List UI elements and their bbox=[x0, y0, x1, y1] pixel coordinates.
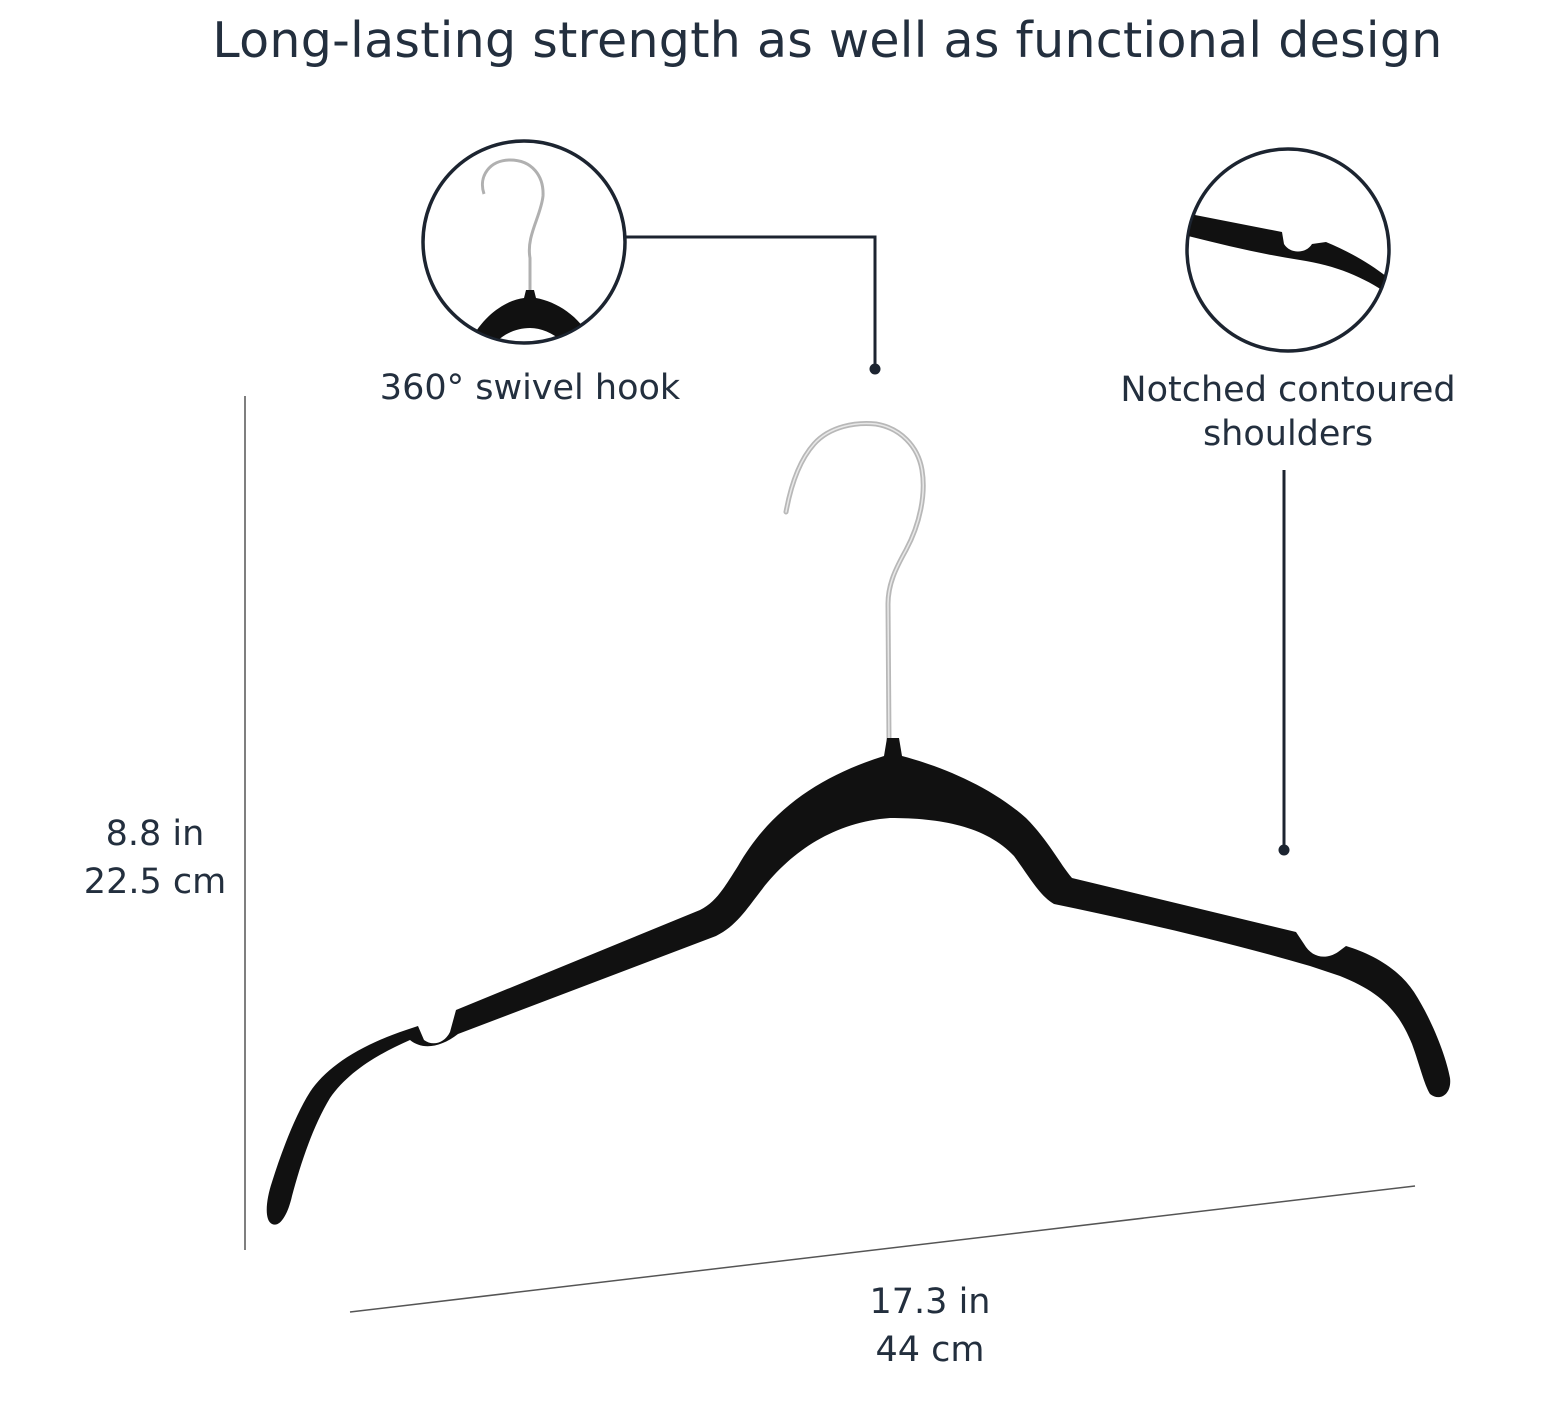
shoulder-leader-line bbox=[1278, 470, 1290, 856]
notched-shoulders-label-line2: shoulders bbox=[1202, 414, 1374, 454]
notched-shoulders-label-line1: Notched contoured bbox=[1120, 370, 1456, 410]
hanger-body bbox=[266, 738, 1451, 1225]
width-dimension-label: 17.3 in 44 cm bbox=[830, 1278, 1030, 1374]
width-imperial: 17.3 in bbox=[869, 1282, 991, 1322]
notched-shoulders-label: Notched contoured shoulders bbox=[1108, 368, 1468, 456]
height-dimension-label: 8.8 in 22.5 cm bbox=[60, 810, 250, 906]
notched-shoulder-detail-icon bbox=[1185, 147, 1391, 353]
width-dimension-line bbox=[349, 1185, 1416, 1313]
swivel-hook-label: 360° swivel hook bbox=[379, 368, 681, 408]
swivel-hook-detail-icon bbox=[421, 139, 627, 345]
height-metric: 22.5 cm bbox=[83, 862, 227, 902]
hanger-hook bbox=[783, 421, 926, 743]
width-metric: 44 cm bbox=[875, 1330, 985, 1370]
hook-leader-line bbox=[626, 235, 881, 375]
height-imperial: 8.8 in bbox=[105, 814, 205, 854]
page-title: Long-lasting strength as well as functio… bbox=[212, 12, 1443, 69]
